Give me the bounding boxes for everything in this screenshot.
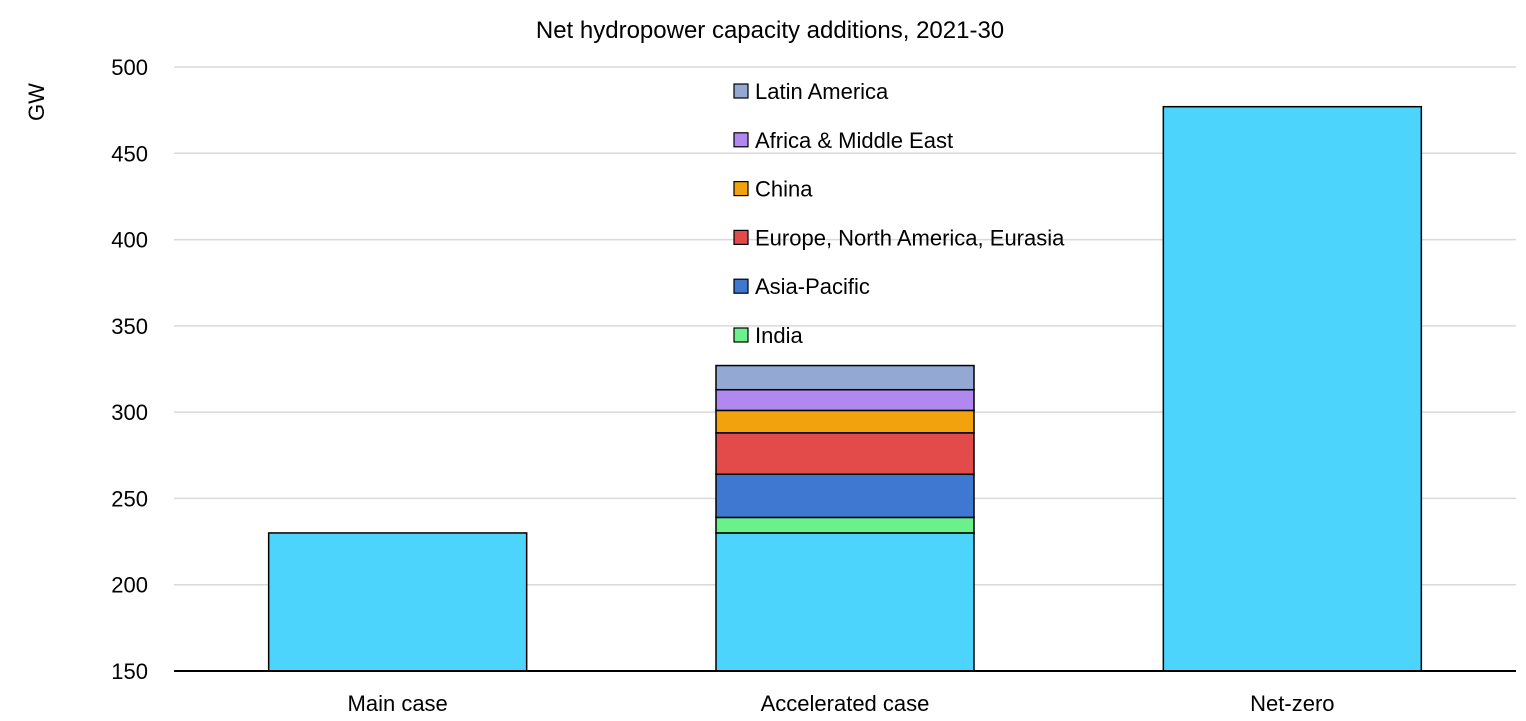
y-tick-label: 500 (111, 55, 148, 80)
legend-label: China (755, 177, 813, 202)
bar-base (267, 532, 528, 672)
x-tick-label: Net-zero (1250, 691, 1334, 716)
legend-label: Europe, North America, Eurasia (755, 225, 1065, 250)
y-tick-label: 200 (111, 573, 148, 598)
legend-label: Africa & Middle East (755, 128, 953, 153)
legend-swatch (733, 132, 749, 148)
bar-segment (715, 432, 975, 476)
y-tick-label: 300 (111, 400, 148, 425)
bar-segment (715, 409, 975, 434)
y-tick-label: 350 (111, 314, 148, 339)
y-axis-label: GW (24, 83, 49, 121)
y-tick-label: 150 (111, 659, 148, 684)
y-tick-label: 450 (111, 141, 148, 166)
legend-swatch (733, 278, 749, 294)
bar-segment (715, 516, 975, 534)
legend-label: Latin America (755, 79, 889, 104)
bar-segment (715, 364, 975, 391)
legend-label: Asia-Pacific (755, 274, 870, 299)
y-axis-ticks: 150 200 250 300 350 400 450 500 (111, 55, 148, 684)
legend-swatch (733, 327, 749, 343)
x-tick-label: Accelerated case (761, 691, 930, 716)
bars (267, 105, 1423, 672)
x-axis-ticks: Main case Accelerated case Net-zero (348, 691, 1335, 716)
bar-base (715, 532, 975, 672)
y-tick-label: 400 (111, 228, 148, 253)
legend-swatch (733, 83, 749, 99)
bar-segment (715, 388, 975, 412)
bar-segment (715, 473, 975, 519)
legend-swatch (733, 181, 749, 197)
y-tick-label: 250 (111, 486, 148, 511)
legend: Latin America Africa & Middle East China Eu… (733, 79, 1065, 348)
chart-title: Net hydropower capacity additions, 2021-… (536, 17, 1004, 44)
x-tick-label: Main case (348, 691, 448, 716)
bar-base (1162, 105, 1423, 672)
legend-label: India (755, 323, 803, 348)
legend-swatch (733, 229, 749, 245)
